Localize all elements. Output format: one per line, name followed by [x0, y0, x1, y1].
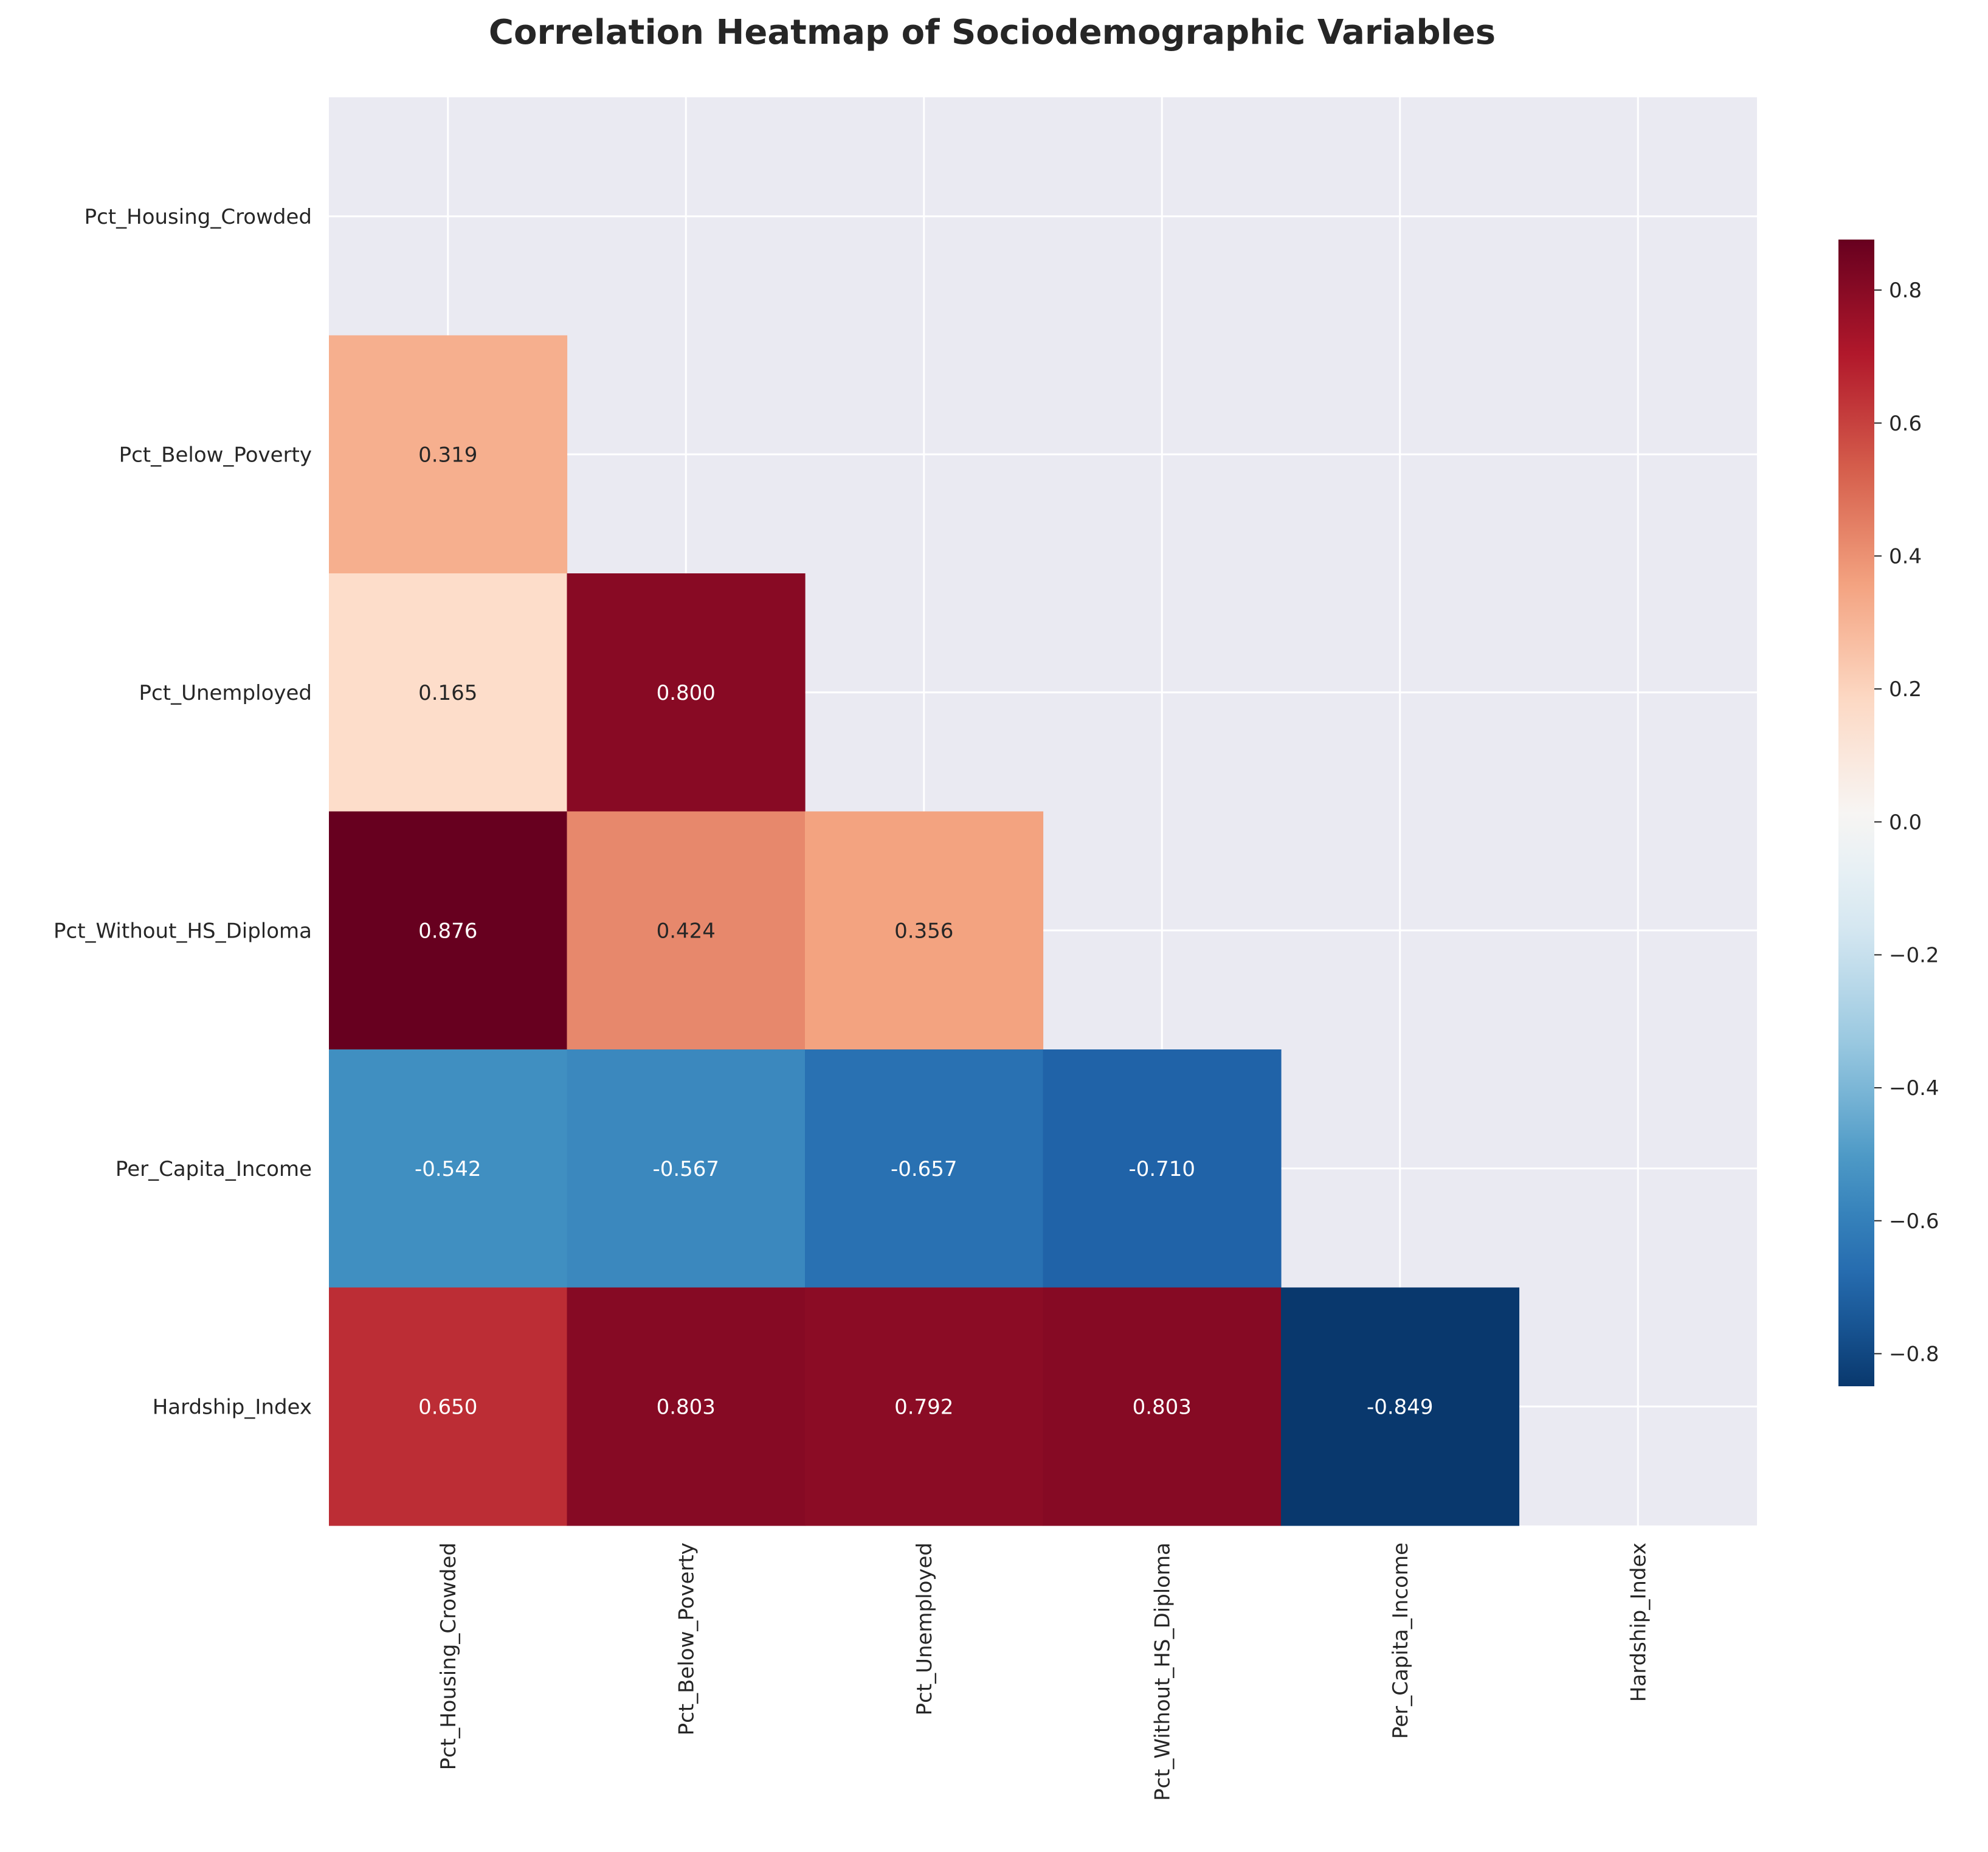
heatmap-cell [1043, 1049, 1282, 1288]
x-axis-tick-labels: Pct_Housing_Crowded Pct_Below_Poverty Pct_… [437, 1543, 1651, 1801]
x-tick-label: Pct_Unemployed [913, 1543, 937, 1715]
y-tick-label: Pct_Without_HS_Diploma [53, 919, 312, 943]
y-tick-label: Pct_Below_Poverty [119, 443, 312, 467]
heatmap-cell [1043, 1287, 1282, 1526]
colorbar-tick-label: 0.6 [1889, 412, 1922, 436]
x-tick-label: Hardship_Index [1626, 1543, 1651, 1702]
cell-value-label: 0.803 [657, 1395, 716, 1419]
cell-value-label: -0.542 [415, 1157, 481, 1181]
heatmap-cell [805, 1287, 1044, 1526]
y-tick-label: Pct_Unemployed [139, 681, 312, 705]
cell-value-label: 0.356 [894, 919, 953, 943]
cell-value-label: 0.800 [657, 681, 716, 705]
x-tick-label: Per_Capita_Income [1389, 1543, 1413, 1739]
cell-value-label: -0.567 [652, 1157, 719, 1181]
y-tick-label: Per_Capita_Income [116, 1157, 312, 1181]
colorbar-tick-label: 0.4 [1889, 544, 1922, 568]
cell-value-label: 0.876 [418, 919, 477, 943]
heatmap-cell [329, 335, 568, 574]
heatmap-cell [329, 573, 568, 812]
colorbar-tick-label: 0.0 [1889, 810, 1922, 835]
y-tick-label: Pct_Housing_Crowded [85, 205, 312, 229]
heatmap-cells [329, 335, 1520, 1526]
heatmap-cell [805, 811, 1044, 1050]
colorbar-tick-label: −0.8 [1889, 1342, 1939, 1366]
cell-value-label: 0.424 [657, 919, 716, 943]
heatmap-cell [567, 1287, 806, 1526]
x-tick-label: Pct_Housing_Crowded [437, 1543, 461, 1770]
heatmap-cell [567, 811, 806, 1050]
heatmap-cell [329, 1049, 568, 1288]
cell-value-label: -0.657 [891, 1157, 958, 1181]
heatmap-cell [1281, 1287, 1520, 1526]
heatmap-cell [567, 1049, 806, 1288]
cell-value-label: 0.319 [418, 443, 477, 467]
y-tick-label: Hardship_Index [153, 1395, 312, 1419]
heatmap-cell [567, 573, 806, 812]
x-tick-label: Pct_Without_HS_Diploma [1150, 1543, 1175, 1801]
cell-value-label: 0.792 [894, 1395, 953, 1419]
chart-title: Correlation Heatmap of Sociodemographic … [489, 13, 1496, 52]
colorbar-tick-label: −0.4 [1889, 1076, 1939, 1100]
colorbar-gradient [1838, 240, 1874, 1386]
cell-value-labels: 0.319 0.165 0.800 0.876 0.424 0.356 -0.542 -0.5… [415, 443, 1434, 1419]
cell-value-label: 0.165 [418, 681, 477, 705]
colorbar-tick-label: −0.2 [1889, 943, 1939, 967]
cell-value-label: -0.849 [1367, 1395, 1434, 1419]
colorbar: 0.8 0.6 0.4 0.2 0.0 −0.2 −0.4 −0.6 −0.8 [1838, 240, 1939, 1386]
heatmap-cell [329, 1287, 568, 1526]
colorbar-tick-label: −0.6 [1889, 1209, 1939, 1234]
heatmap-cell [329, 811, 568, 1050]
cell-value-label: 0.650 [418, 1395, 477, 1419]
heatmap-cell [805, 1049, 1044, 1288]
cell-value-label: -0.710 [1128, 1157, 1195, 1181]
colorbar-tick-label: 0.8 [1889, 278, 1922, 303]
colorbar-tick-label: 0.2 [1889, 677, 1922, 702]
cell-value-label: 0.803 [1133, 1395, 1192, 1419]
y-axis-tick-labels: Pct_Housing_Crowded Pct_Below_Poverty Pct_… [53, 205, 312, 1420]
x-tick-label: Pct_Below_Poverty [674, 1543, 699, 1735]
